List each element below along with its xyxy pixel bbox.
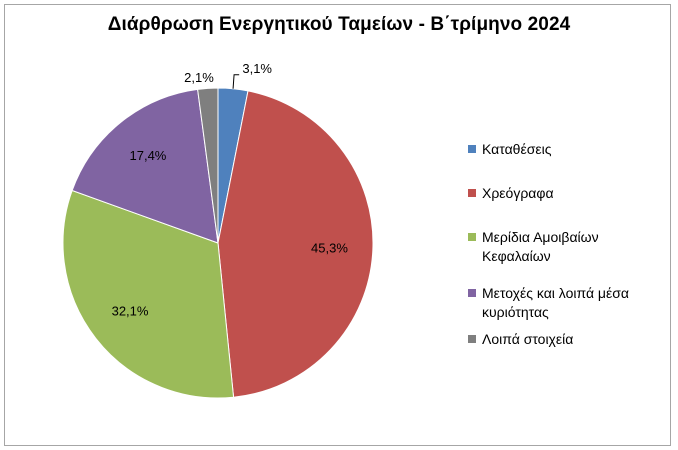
legend-item-mutual-fund-units: Μερίδια Αμοιβαίων Κεφαλαίων: [468, 228, 667, 266]
data-label-deposits: 3,1%: [242, 61, 272, 76]
legend-swatch-mutual-fund-units: [468, 233, 476, 241]
legend-label-other: Λοιπά στοιχεία: [482, 331, 574, 347]
legend-item-equities: Μετοχές και λοιπά μέσα κυριότητας: [468, 284, 667, 322]
legend-swatch-deposits: [468, 145, 476, 153]
pie-slice-mutual-fund-units: [62, 189, 235, 399]
legend-label-mutual-fund-units: Μερίδια Αμοιβαίων Κεφαλαίων: [482, 229, 599, 264]
pie-slice-equities: [71, 88, 219, 244]
legend-label-securities: Χρεόγραφα: [482, 185, 554, 201]
legend-item-deposits: Καταθέσεις: [468, 140, 667, 159]
legend-label-deposits: Καταθέσεις: [482, 141, 552, 157]
legend-item-other: Λοιπά στοιχεία: [468, 330, 667, 349]
leader-line-deposits: [232, 74, 240, 89]
data-label-mutual-fund-units: 32,1%: [112, 304, 149, 319]
data-label-securities: 45,3%: [311, 240, 348, 255]
chart-title: Διάρθρωση Ενεργητικού Ταμείων - Β΄τρίμην…: [107, 14, 571, 35]
legend-swatch-securities: [468, 189, 476, 197]
pie-slice-other: [197, 87, 219, 244]
legend-item-securities: Χρεόγραφα: [468, 184, 667, 203]
legend-swatch-other: [468, 335, 476, 343]
data-label-equities: 17,4%: [130, 148, 167, 163]
data-label-other: 2,1%: [184, 70, 214, 85]
legend-label-equities: Μετοχές και λοιπά μέσα κυριότητας: [482, 285, 629, 320]
legend-swatch-equities: [468, 289, 476, 297]
pie-slice-securities: [217, 90, 374, 398]
